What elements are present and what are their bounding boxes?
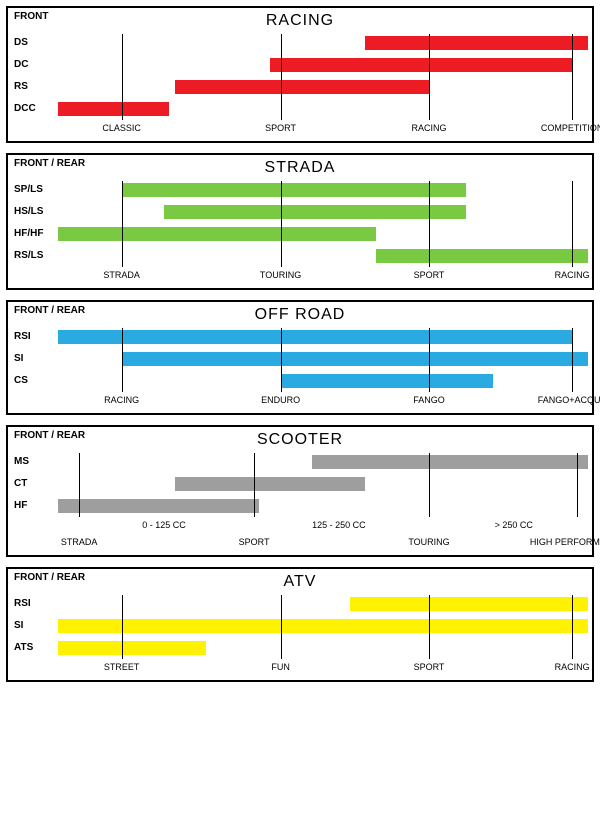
- panel-subtitle: FRONT / REAR: [14, 572, 85, 583]
- x-tick-label: CLASSIC: [102, 123, 141, 133]
- data-bar: [376, 249, 588, 263]
- rows-container: SP/LSHS/LSHF/HFRS/LS: [8, 179, 592, 267]
- rows-container: RSISICS: [8, 326, 592, 392]
- panel-subtitle: FRONT: [14, 11, 48, 22]
- row-label: SP/LS: [14, 179, 54, 201]
- data-bar: [58, 102, 169, 116]
- x-tick-label: STREET: [104, 662, 140, 672]
- data-bar: [58, 330, 572, 344]
- panel-racing: FRONTRACINGDSDCRSDCCCLASSICSPORTRACINGCO…: [6, 6, 594, 143]
- chart-area: [58, 179, 588, 267]
- panel-off-road: FRONT / REAROFF ROAD RSISICS RACING ENDURO F…: [6, 300, 594, 415]
- x-tick-label: SPORT: [414, 270, 445, 280]
- row-label: HF: [14, 495, 54, 517]
- chart-area: [58, 326, 588, 392]
- x-axis-labels: STREET FUN SPORT RACING: [58, 662, 588, 676]
- data-bar: [270, 58, 572, 72]
- x-tick-label: FANGO+ACQUA: [538, 395, 600, 405]
- chart-area: [58, 451, 588, 517]
- panel-atv: FRONT / REARATV RSISIATS STREET FUN SPORT RAC…: [6, 567, 594, 682]
- x-tick-label: TOURING: [408, 537, 449, 547]
- panel-subtitle: FRONT / REAR: [14, 158, 85, 169]
- row-label: RSI: [14, 326, 54, 348]
- chart-area: [58, 593, 588, 659]
- x-tick-label: SPORT: [265, 123, 296, 133]
- row-label: SI: [14, 615, 54, 637]
- x-tick-label: RACING: [411, 123, 446, 133]
- x-tick-label: ENDURO: [261, 395, 300, 405]
- x-axis-labels: RACINGENDUROFANGOFANGO+ACQUA: [58, 395, 588, 409]
- x-tick-label: SPORT: [414, 662, 445, 672]
- rows-container: DSDCRSDCC: [8, 32, 592, 120]
- data-bar: [122, 352, 588, 366]
- x-tick-label-top: > 250 CC: [495, 520, 533, 530]
- panel-subtitle: FRONT / REAR: [14, 430, 85, 441]
- row-label: ATS: [14, 637, 54, 659]
- row-label: RSI: [14, 593, 54, 615]
- x-tick-label: RACING: [555, 662, 590, 672]
- row-label: CS: [14, 370, 54, 392]
- row-label: DC: [14, 54, 54, 76]
- x-axis-labels: STRADA TOURING SPORT RACING: [58, 270, 588, 284]
- panel-title: RACING: [8, 12, 592, 30]
- data-bar: [175, 80, 429, 94]
- row-label: HF/HF: [14, 223, 54, 245]
- chart-area: [58, 32, 588, 120]
- panel-title: OFF ROAD: [8, 306, 592, 324]
- panel-title: STRADA: [8, 159, 592, 177]
- x-tick-label: STRADA: [103, 270, 140, 280]
- x-tick-label: COMPETITION: [541, 123, 600, 133]
- row-label: MS: [14, 451, 54, 473]
- rows-container: RSISIATS: [8, 593, 592, 659]
- row-label: HS/LS: [14, 201, 54, 223]
- x-tick-label: RACING: [555, 270, 590, 280]
- panel-strada: FRONT / REARSTRADASP/LSHS/LSHF/HFRS/LSST…: [6, 153, 594, 290]
- x-axis-labels: STRADASPORTTOURINGHIGH PERFORMANCE: [58, 537, 588, 551]
- grid-vline: [281, 34, 282, 120]
- panel-scooter: FRONT / REARSCOOTER MSCTHF 0 - 125 CC 125 -…: [6, 425, 594, 557]
- data-bar: [350, 597, 589, 611]
- row-label: SI: [14, 348, 54, 370]
- data-bar: [58, 499, 259, 513]
- row-label: RS: [14, 76, 54, 98]
- data-bar: [122, 183, 467, 197]
- row-label: CT: [14, 473, 54, 495]
- x-tick-label-top: 125 - 250 CC: [312, 520, 366, 530]
- x-axis-labels-top: 0 - 125 CC 125 - 250 CC > 250 CC: [58, 520, 588, 534]
- row-label: DCC: [14, 98, 54, 120]
- row-label: DS: [14, 32, 54, 54]
- x-tick-label: SPORT: [239, 537, 270, 547]
- data-bar: [281, 374, 493, 388]
- data-bar: [365, 36, 588, 50]
- x-tick-label: FANGO: [413, 395, 445, 405]
- x-tick-label: HIGH PERFORMANCE: [530, 537, 600, 547]
- x-tick-label: TOURING: [260, 270, 301, 280]
- x-tick-label-top: 0 - 125 CC: [142, 520, 186, 530]
- panel-subtitle: FRONT / REAR: [14, 305, 85, 316]
- x-tick-label: RACING: [104, 395, 139, 405]
- panel-title: SCOOTER: [8, 431, 592, 449]
- data-bar: [175, 477, 366, 491]
- data-bar: [58, 227, 376, 241]
- rows-container: MSCTHF: [8, 451, 592, 517]
- data-bar: [164, 205, 466, 219]
- data-bar: [58, 619, 588, 633]
- data-bar: [312, 455, 588, 469]
- x-tick-label: FUN: [271, 662, 290, 672]
- row-label: RS/LS: [14, 245, 54, 267]
- panel-title: ATV: [8, 573, 592, 591]
- x-axis-labels: CLASSICSPORTRACINGCOMPETITION: [58, 123, 588, 137]
- data-bar: [58, 641, 206, 655]
- x-tick-label: STRADA: [61, 537, 98, 547]
